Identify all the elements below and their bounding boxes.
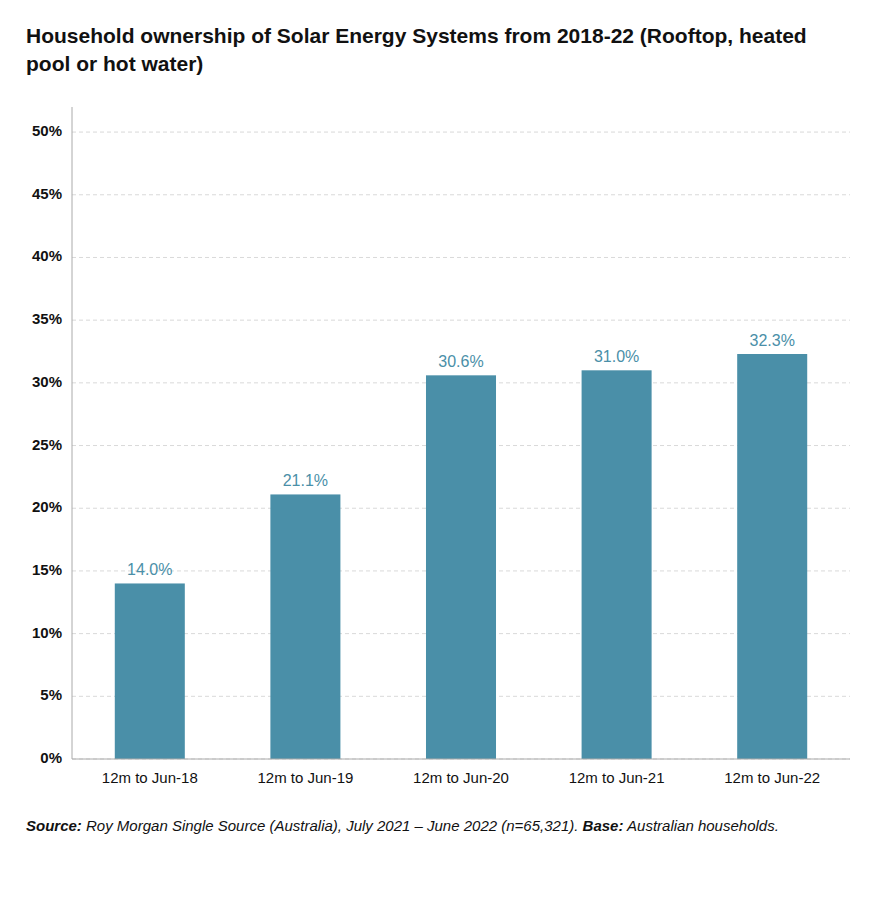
- y-tick-label: 20%: [32, 498, 62, 515]
- y-axis-line: [72, 107, 73, 759]
- y-axis: 0% 5% 10% 15% 20% 25% 30% 35% 40% 45% 50%: [32, 107, 72, 766]
- y-tick-label: 50%: [32, 122, 62, 139]
- chart-title: Household ownership of Solar Energy Syst…: [26, 22, 848, 79]
- annotation: Source:: [26, 817, 82, 834]
- y-tick-label: 5%: [40, 686, 62, 703]
- bar: [737, 354, 807, 759]
- annotation: Base:: [583, 817, 624, 834]
- annotation: Australian households.: [627, 817, 779, 834]
- bar: [270, 494, 340, 759]
- y-tick-label: 35%: [32, 310, 62, 327]
- annotation: Roy Morgan Single Source (Australia), Ju…: [86, 817, 578, 834]
- x-tick-label: 12m to Jun-19: [257, 769, 353, 786]
- bars: [115, 354, 807, 759]
- grid-line: [72, 131, 850, 132]
- x-axis: 12m to Jun-18 12m to Jun-19 12m to Jun-20 1…: [72, 759, 850, 786]
- x-tick-label: 12m to Jun-20: [413, 769, 509, 786]
- grid-line: [72, 194, 850, 195]
- bar: [582, 370, 652, 759]
- grid-line: [72, 758, 850, 759]
- x-tick-label: 12m to Jun-21: [569, 769, 665, 786]
- data-label: 31.0%: [594, 348, 639, 365]
- data-labels: 14.0% 21.1% 30.6% 31.0% 32.3%: [127, 332, 795, 578]
- x-tick-label: 12m to Jun-22: [724, 769, 820, 786]
- y-tick-label: 15%: [32, 561, 62, 578]
- data-label: 14.0%: [127, 561, 172, 578]
- grid-line: [72, 257, 850, 258]
- data-label: 30.6%: [438, 353, 483, 370]
- grid: [72, 132, 850, 759]
- bar: [115, 583, 185, 759]
- bar: [426, 375, 496, 759]
- y-tick-label: 45%: [32, 184, 62, 201]
- y-tick-label: 30%: [32, 373, 62, 390]
- y-tick-label: 25%: [32, 435, 62, 452]
- data-label: 21.1%: [283, 472, 328, 489]
- chart: 0% 5% 10% 15% 20% 25% 30% 35% 40% 45% 50% 14.0% 21.1…: [0, 87, 874, 807]
- source-note: Source: Roy Morgan Single Source (Austra…: [26, 815, 848, 838]
- y-tick-label: 40%: [32, 247, 62, 264]
- y-tick-label: 0%: [40, 749, 62, 766]
- x-tick-label: 12m to Jun-18: [102, 769, 198, 786]
- x-axis-line: [72, 758, 850, 759]
- data-label: 32.3%: [750, 332, 795, 349]
- y-tick-label: 10%: [32, 623, 62, 640]
- grid-line: [72, 319, 850, 320]
